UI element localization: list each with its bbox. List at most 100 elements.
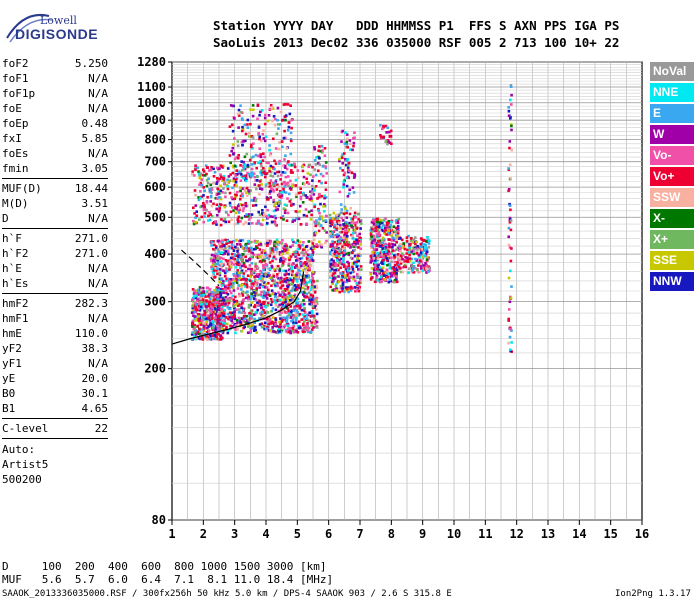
- echo-point: [343, 253, 346, 256]
- echo-point: [369, 271, 372, 275]
- echo-point: [279, 216, 283, 220]
- echo-point: [410, 250, 413, 253]
- echo-point: [235, 299, 239, 303]
- echo-point: [396, 255, 400, 259]
- echo-point: [321, 174, 325, 178]
- echo-point: [272, 189, 275, 193]
- echo-point: [315, 156, 318, 159]
- echo-point: [310, 324, 314, 327]
- echo-point: [193, 325, 197, 329]
- echo-point: [229, 265, 233, 269]
- echo-point: [231, 186, 234, 190]
- echo-point: [233, 183, 237, 187]
- echo-point: [235, 302, 239, 305]
- header-values: SaoLuis 2013 Dec02 336 035000 RSF 005 2 …: [213, 35, 620, 50]
- echo-point: [286, 162, 289, 165]
- echo-point: [274, 301, 277, 304]
- echo-point: [266, 119, 270, 123]
- echo-point: [260, 275, 263, 278]
- echo-point: [305, 245, 308, 248]
- echo-point: [335, 259, 339, 262]
- echo-point: [210, 166, 213, 169]
- echo-point: [315, 312, 319, 316]
- echo-point: [345, 224, 349, 228]
- echo-point: [269, 317, 272, 321]
- echo-point: [212, 293, 215, 296]
- echo-point: [226, 331, 230, 335]
- echo-point: [283, 248, 286, 251]
- echo-point: [283, 249, 286, 253]
- echo-point: [269, 179, 273, 182]
- echo-point: [296, 239, 300, 242]
- echo-point: [248, 192, 251, 195]
- echo-point: [258, 147, 262, 150]
- echo-point: [215, 310, 218, 313]
- echo-point: [284, 118, 287, 122]
- echo-point: [254, 255, 258, 259]
- echo-point: [269, 164, 273, 168]
- echo-point: [298, 186, 302, 189]
- echo-point: [200, 184, 204, 187]
- echo-point: [292, 324, 296, 328]
- echo-point: [233, 307, 236, 310]
- echo-point: [333, 225, 336, 228]
- echo-point: [301, 165, 304, 168]
- echo-point: [287, 272, 291, 276]
- param-name: h`Es: [2, 277, 29, 290]
- echo-point: [507, 317, 510, 321]
- echo-point: [302, 213, 306, 217]
- echo-point: [279, 322, 282, 326]
- echo-point: [193, 310, 196, 314]
- echo-point: [260, 173, 264, 176]
- echo-point: [216, 297, 219, 301]
- echo-point: [248, 312, 251, 315]
- echo-point: [392, 225, 396, 228]
- echo-point: [244, 242, 248, 246]
- echo-point: [219, 256, 223, 260]
- echo-point: [275, 250, 279, 254]
- echo-point: [307, 255, 311, 258]
- echo-point: [355, 227, 358, 230]
- echo-point: [240, 301, 244, 305]
- echo-point: [229, 324, 232, 328]
- echo-point: [296, 247, 300, 251]
- echo-point: [225, 245, 229, 249]
- echo-point: [301, 330, 305, 333]
- echo-point: [425, 250, 429, 254]
- echo-point: [219, 189, 223, 193]
- echo-point: [508, 246, 512, 249]
- echo-point: [218, 257, 221, 260]
- echo-point: [321, 226, 325, 230]
- echo-point: [283, 158, 286, 161]
- echo-point: [258, 187, 262, 190]
- echo-point: [370, 230, 374, 234]
- echo-point: [351, 186, 355, 189]
- echo-point: [308, 268, 311, 272]
- echo-point: [296, 301, 300, 305]
- echo-point: [388, 267, 392, 270]
- echo-point: [226, 250, 230, 253]
- echo-point: [280, 276, 283, 280]
- echo-point: [220, 336, 223, 340]
- echo-point: [284, 136, 287, 140]
- echo-point: [277, 185, 280, 189]
- echo-point: [346, 269, 350, 272]
- echo-point: [246, 123, 249, 126]
- echo-point: [222, 187, 225, 190]
- echo-point: [510, 285, 513, 288]
- echo-point: [192, 337, 196, 340]
- echo-point: [270, 186, 273, 190]
- echo-point: [205, 336, 208, 340]
- echo-point: [260, 168, 264, 172]
- echo-point: [286, 297, 290, 301]
- echo-point: [510, 128, 513, 132]
- echo-point: [193, 189, 197, 192]
- echo-point: [259, 162, 263, 165]
- echo-point: [281, 191, 285, 194]
- echo-point: [510, 93, 513, 97]
- echo-point: [339, 286, 343, 290]
- echo-point: [233, 310, 236, 313]
- echo-point: [223, 205, 227, 209]
- echo-point: [225, 269, 229, 273]
- echo-point: [216, 319, 220, 323]
